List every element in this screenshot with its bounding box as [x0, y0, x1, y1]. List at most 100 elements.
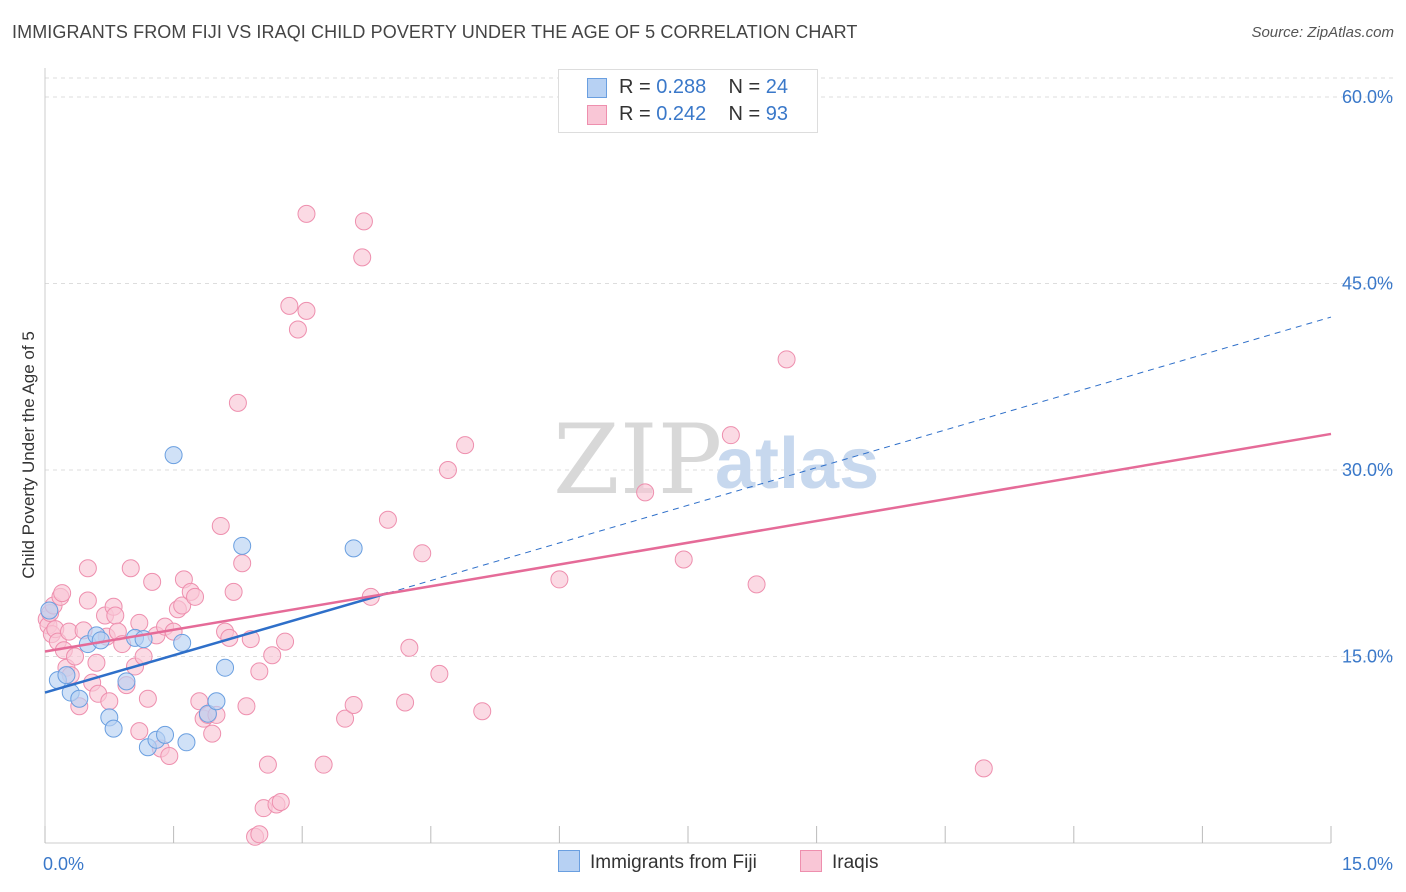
y-tick-label: 15.0%	[1342, 647, 1393, 667]
iraqi-point	[747, 575, 766, 594]
legend-iraqi-n-value: 93	[765, 103, 789, 125]
iraqi-point	[160, 746, 179, 765]
iraqi-point	[413, 544, 432, 563]
fiji-point	[57, 666, 76, 685]
bottom-legend-fiji-swatch	[558, 850, 580, 872]
iraqi-point	[53, 584, 72, 603]
fiji-point	[207, 692, 226, 711]
iraqi-point	[438, 461, 457, 479]
iraqi-point	[87, 653, 106, 672]
y-axis-label: Child Poverty Under the Age of 5	[19, 331, 38, 579]
iraqi-point	[203, 724, 222, 743]
fiji-point	[216, 658, 235, 677]
points-layer	[37, 204, 993, 846]
legend-fiji-r-value: 0.288	[656, 76, 707, 98]
iraqi-point	[288, 320, 307, 339]
iraqi-point	[314, 755, 333, 774]
iraqi-trend-line	[44, 432, 1332, 653]
bottom-legend-iraqis-swatch	[800, 850, 822, 872]
fiji-point	[40, 601, 59, 620]
fiji-point	[104, 719, 123, 738]
bottom-legend-fiji[interactable]: Immigrants from Fiji	[558, 850, 757, 874]
iraqi-point	[550, 570, 569, 589]
legend-fiji-n-label: N =	[728, 76, 766, 98]
iraqi-point	[473, 702, 492, 721]
iraqi-point	[224, 582, 243, 601]
iraqi-point	[130, 613, 149, 632]
legend-swatch-fiji	[587, 78, 607, 98]
iraqi-point	[250, 662, 269, 681]
x-tick-label: 0.0%	[43, 854, 84, 874]
iraqi-point	[636, 483, 655, 502]
legend-iraqi-r-label: R =	[619, 103, 657, 125]
legend-iraqi-r-value: 0.242	[656, 103, 707, 125]
iraqi-point	[353, 248, 372, 267]
iraqi-point	[456, 436, 475, 455]
legend: R = 0.288 N = 24 R = 0.242 N = 93	[558, 69, 818, 133]
fiji-trend-extension	[387, 316, 1332, 594]
y-tick-label: 30.0%	[1342, 460, 1393, 480]
y-tick-label: 60.0%	[1342, 87, 1393, 107]
iraqi-point	[400, 638, 419, 657]
fiji-point	[156, 725, 175, 744]
iraqi-point	[130, 722, 149, 741]
iraqi-point	[271, 792, 290, 811]
trend-layer	[44, 316, 1332, 694]
fiji-point	[344, 539, 363, 558]
source-label: Source: ZipAtlas.com	[1251, 24, 1394, 41]
legend-fiji-n-value: 24	[765, 76, 789, 98]
legend-fiji-r-label: R =	[619, 76, 657, 98]
bottom-legend-iraqis[interactable]: Iraqis	[800, 850, 878, 874]
fiji-point	[198, 704, 217, 723]
iraqi-point	[186, 587, 205, 606]
iraqi-point	[138, 689, 157, 708]
watermark-zip: ZIP	[553, 404, 722, 516]
iraqi-point	[354, 212, 373, 231]
legend-iraqi-n-label: N =	[728, 103, 766, 125]
iraqi-point	[143, 572, 162, 591]
watermark-atlas: atlas	[715, 424, 879, 504]
iraqi-point	[106, 606, 125, 625]
fiji-trend-line	[44, 591, 389, 694]
chart-title: IMMIGRANTS FROM FIJI VS IRAQI CHILD POVE…	[12, 22, 858, 42]
iraqi-point	[258, 755, 277, 774]
iraqi-point	[121, 559, 140, 578]
iraqi-point	[674, 550, 693, 569]
fiji-point	[70, 689, 89, 708]
bottom-legend-iraqis-label: Iraqis	[832, 852, 879, 873]
iraqi-point	[721, 426, 740, 445]
iraqi-point	[237, 697, 256, 716]
iraqi-point	[396, 693, 415, 712]
iraqi-point	[211, 516, 230, 535]
watermark: ZIP atlas	[553, 404, 879, 516]
labels-layer: 15.0% 30.0% 45.0% 60.0% 0.0% 15.0%	[43, 87, 1393, 874]
fiji-point	[173, 633, 192, 652]
fiji-point	[117, 672, 136, 691]
iraqi-point	[78, 559, 97, 578]
iraqi-point	[974, 759, 993, 778]
iraqi-point	[233, 554, 252, 573]
iraqi-point	[66, 647, 85, 666]
iraqi-point	[228, 393, 247, 412]
iraqi-point	[336, 709, 355, 728]
y-tick-label: 45.0%	[1342, 274, 1393, 294]
iraqi-point	[297, 301, 316, 320]
iraqi-point	[100, 692, 119, 711]
iraqi-point	[250, 825, 269, 844]
iraqi-point	[263, 646, 282, 665]
iraqi-point	[430, 664, 449, 683]
legend-swatch-iraqi	[587, 105, 607, 125]
iraqi-point	[280, 296, 299, 315]
bottom-legend-fiji-label: Immigrants from Fiji	[590, 852, 757, 873]
iraqi-point	[173, 596, 192, 615]
iraqi-point	[276, 632, 295, 651]
iraqi-point	[777, 350, 796, 369]
fiji-point	[233, 536, 252, 555]
iraqi-point	[378, 510, 397, 529]
iraqi-point	[78, 591, 97, 610]
iraqi-point	[297, 204, 316, 223]
iraqi-point	[344, 695, 363, 714]
fiji-point	[177, 733, 196, 752]
x-tick-label: 15.0%	[1342, 854, 1393, 874]
